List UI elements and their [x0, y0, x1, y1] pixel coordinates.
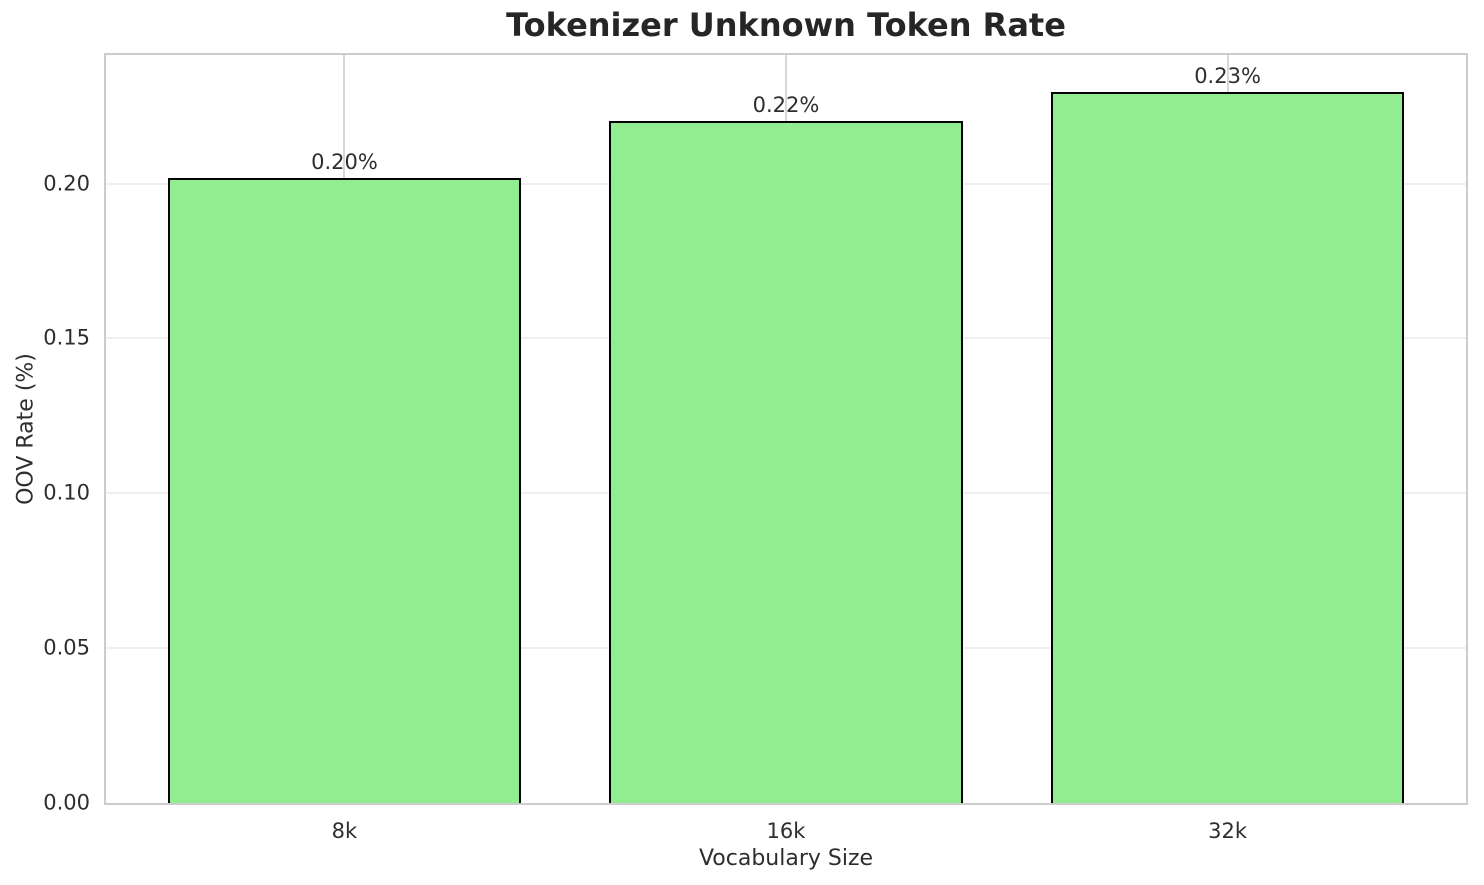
- x-tick-label: 16k: [766, 819, 806, 843]
- y-tick-label: 0.10: [43, 480, 90, 505]
- y-tick-label: 0.05: [43, 635, 90, 660]
- bar: [1050, 91, 1405, 803]
- bar-value-label: 0.23%: [1194, 63, 1261, 88]
- bar-value-label: 0.20%: [311, 150, 378, 175]
- y-tick-label: 0.20: [43, 171, 90, 196]
- x-tick-label: 32k: [1208, 819, 1247, 843]
- bar: [167, 178, 522, 803]
- y-tick-label: 0.00: [43, 790, 90, 815]
- bar: [609, 120, 963, 803]
- x-tick-label: 8k: [331, 819, 358, 843]
- x-axis-label: Vocabulary Size: [698, 846, 874, 871]
- chart-title: Tokenizer Unknown Token Rate: [506, 6, 1066, 44]
- bar-value-label: 0.22%: [752, 92, 820, 117]
- plot-area: 0.00 0.05 0.10 0.15 0.20 0.20% 8k 0.22% 16k 0.23%…: [43, 53, 1468, 843]
- y-axis-label: OOV Rate (%): [13, 353, 39, 505]
- y-tick-label: 0.15: [43, 325, 90, 350]
